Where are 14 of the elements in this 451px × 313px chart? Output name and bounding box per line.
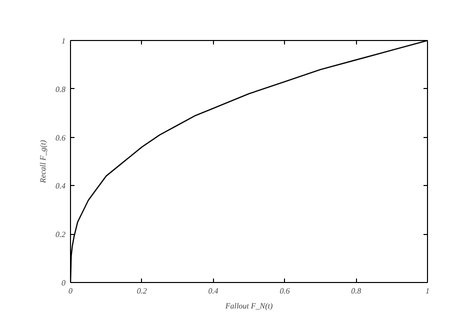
x-tick-label: 0.8: [351, 286, 362, 296]
y-tick-label: 1: [62, 36, 66, 46]
x-tick-label: 0: [68, 286, 72, 296]
y-tick-label: 0.2: [56, 230, 66, 240]
x-tick-label: 0.2: [136, 286, 147, 296]
y-tick-label: 0.4: [56, 182, 66, 191]
y-tick-label: 0: [62, 278, 66, 288]
x-axis-title: Fallout F_N(t): [224, 302, 273, 310]
y-tick-label: 0.6: [56, 133, 66, 142]
x-tick-label: 0.4: [208, 286, 218, 296]
x-tick-label: 1: [426, 286, 430, 296]
y-tick-label: 0.8: [56, 84, 66, 94]
x-tick-label: 0.6: [280, 286, 290, 296]
y-axis-title: Recall F_g(t): [38, 140, 48, 184]
